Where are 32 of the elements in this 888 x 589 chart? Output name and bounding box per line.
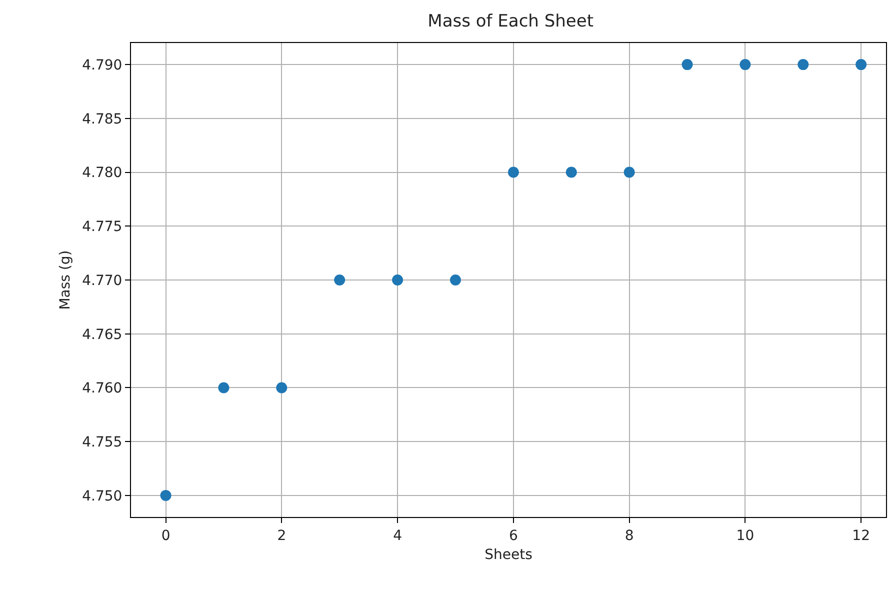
y-tick-label: 4.770 [82,272,122,289]
x-tick-label: 6 [508,528,518,544]
point [508,166,519,178]
point [218,382,230,394]
y-tick-label: 4.785 [82,111,122,128]
chart-title: Mass of Each Sheet [428,12,594,32]
y-tick-label: 4.750 [82,488,122,504]
x-tick-label: 8 [624,528,634,544]
point [798,59,809,70]
point [682,59,693,70]
y-axis-title: Mass (g) [58,250,74,310]
y-tick-label: 4.765 [82,326,122,343]
x-axis-title: Sheets [484,547,532,564]
y-tick-label: 4.775 [82,219,122,236]
x-tick-label: 10 [736,528,754,544]
point [856,59,867,70]
x-tick-label: 4 [393,528,402,544]
x-tick-label: 0 [161,528,170,544]
point [160,490,172,501]
point [740,59,751,70]
point [276,382,288,394]
y-tick-label: 4.755 [82,434,122,450]
y-tick-label: 4.780 [82,165,122,182]
point [624,166,635,178]
y-tick-label: 4.760 [82,380,122,397]
point [566,166,577,178]
point [392,274,404,286]
x-tick-label: 2 [277,528,286,544]
point [334,274,346,286]
point [450,274,461,286]
x-tick-label: 12 [852,528,870,544]
y-tick-label: 4.790 [82,57,122,74]
